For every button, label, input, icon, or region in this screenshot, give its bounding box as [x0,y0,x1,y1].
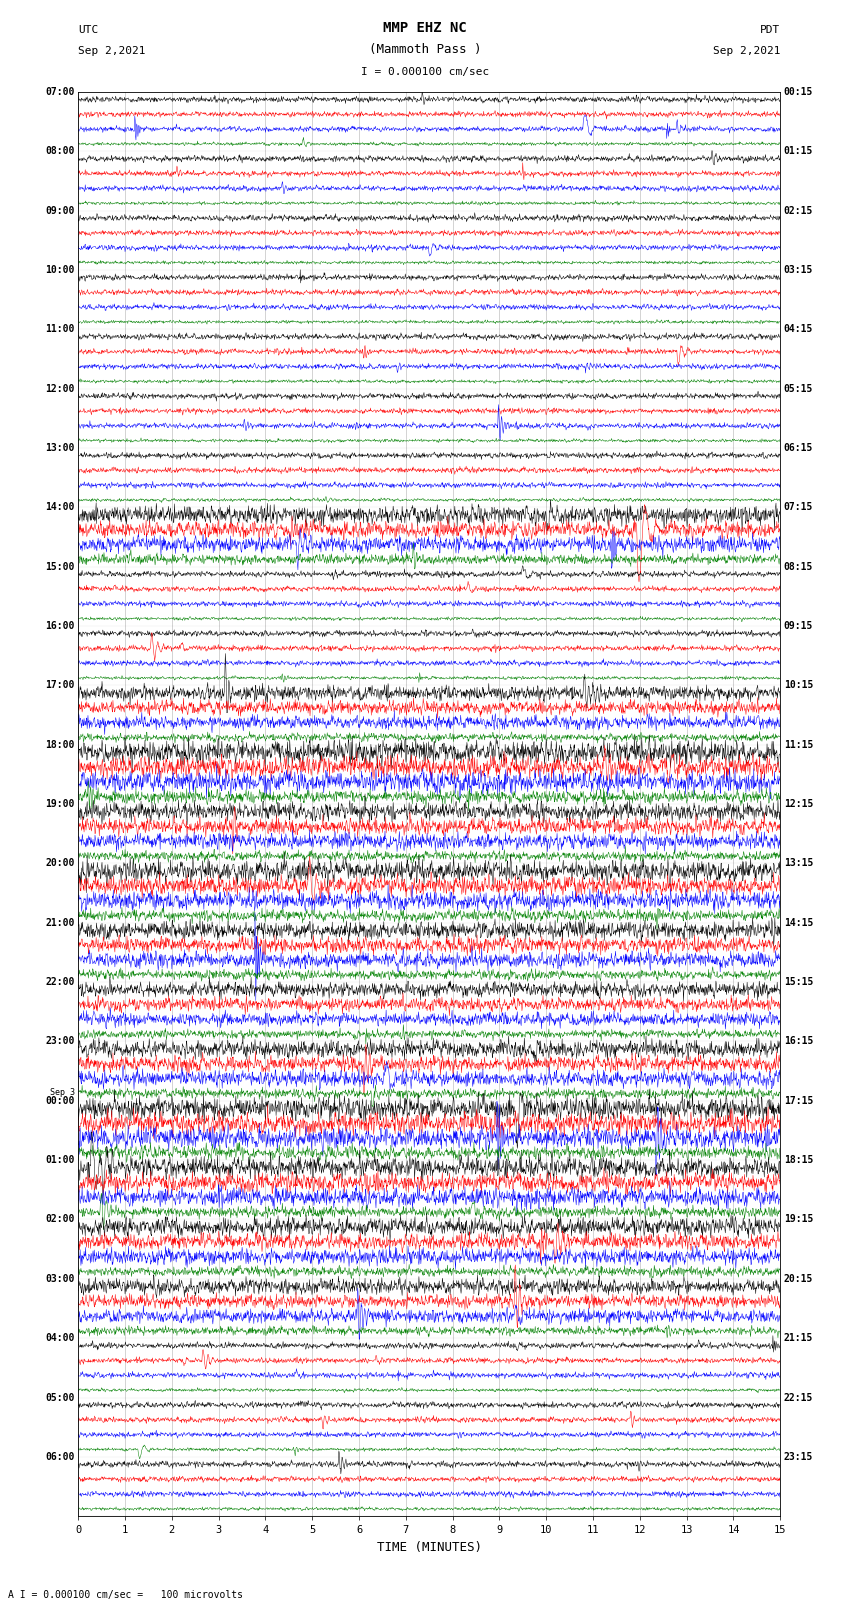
Text: 06:00: 06:00 [45,1452,75,1461]
Text: Sep 3: Sep 3 [49,1087,75,1097]
Text: 23:15: 23:15 [784,1452,813,1461]
Text: 18:15: 18:15 [784,1155,813,1165]
Text: 17:00: 17:00 [45,681,75,690]
Text: 12:15: 12:15 [784,798,813,810]
Text: 05:15: 05:15 [784,384,813,394]
Text: UTC: UTC [78,24,99,35]
Text: 03:15: 03:15 [784,265,813,274]
Text: 12:00: 12:00 [45,384,75,394]
Text: 13:00: 13:00 [45,444,75,453]
Text: 23:00: 23:00 [45,1037,75,1047]
X-axis label: TIME (MINUTES): TIME (MINUTES) [377,1540,482,1553]
Text: 10:00: 10:00 [45,265,75,274]
Text: 19:15: 19:15 [784,1215,813,1224]
Text: 03:00: 03:00 [45,1274,75,1284]
Text: 22:15: 22:15 [784,1392,813,1403]
Text: 21:15: 21:15 [784,1334,813,1344]
Text: A I = 0.000100 cm/sec =   100 microvolts: A I = 0.000100 cm/sec = 100 microvolts [8,1590,243,1600]
Text: 21:00: 21:00 [45,918,75,927]
Text: 00:00: 00:00 [45,1095,75,1107]
Text: Sep 2,2021: Sep 2,2021 [78,47,145,56]
Text: 20:00: 20:00 [45,858,75,868]
Text: 11:00: 11:00 [45,324,75,334]
Text: PDT: PDT [760,24,780,35]
Text: 09:00: 09:00 [45,205,75,216]
Text: 10:15: 10:15 [784,681,813,690]
Text: 07:00: 07:00 [45,87,75,97]
Text: 06:15: 06:15 [784,444,813,453]
Text: MMP EHZ NC: MMP EHZ NC [383,21,467,35]
Text: Sep 2,2021: Sep 2,2021 [713,47,780,56]
Text: 02:00: 02:00 [45,1215,75,1224]
Text: 15:15: 15:15 [784,977,813,987]
Text: 04:15: 04:15 [784,324,813,334]
Text: 14:15: 14:15 [784,918,813,927]
Text: 18:00: 18:00 [45,740,75,750]
Text: 13:15: 13:15 [784,858,813,868]
Text: 04:00: 04:00 [45,1334,75,1344]
Text: 22:00: 22:00 [45,977,75,987]
Text: 17:15: 17:15 [784,1095,813,1107]
Text: 15:00: 15:00 [45,561,75,571]
Text: 01:15: 01:15 [784,147,813,156]
Text: 19:00: 19:00 [45,798,75,810]
Text: 16:00: 16:00 [45,621,75,631]
Text: 20:15: 20:15 [784,1274,813,1284]
Text: I = 0.000100 cm/sec: I = 0.000100 cm/sec [361,68,489,77]
Text: 08:15: 08:15 [784,561,813,571]
Text: 07:15: 07:15 [784,502,813,513]
Text: 00:15: 00:15 [784,87,813,97]
Text: 08:00: 08:00 [45,147,75,156]
Text: 01:00: 01:00 [45,1155,75,1165]
Text: 05:00: 05:00 [45,1392,75,1403]
Text: 09:15: 09:15 [784,621,813,631]
Text: 16:15: 16:15 [784,1037,813,1047]
Text: 11:15: 11:15 [784,740,813,750]
Text: 14:00: 14:00 [45,502,75,513]
Text: (Mammoth Pass ): (Mammoth Pass ) [369,44,481,56]
Text: 02:15: 02:15 [784,205,813,216]
